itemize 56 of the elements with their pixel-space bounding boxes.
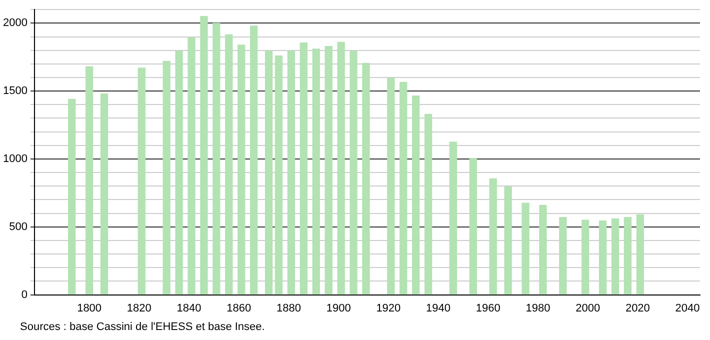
y-tick-label: 1000 [2, 153, 28, 166]
bar [138, 68, 146, 295]
bar [337, 42, 345, 295]
bar [400, 82, 408, 295]
bar [504, 186, 512, 295]
bar [424, 114, 432, 295]
x-tick-label: 1800 [77, 302, 102, 314]
bar [162, 60, 170, 295]
bar [522, 202, 530, 295]
x-tick-label: 1900 [326, 302, 351, 314]
x-tick-label: 1880 [276, 302, 301, 314]
bar [264, 50, 273, 295]
bar [85, 66, 94, 295]
source-note: Sources : base Cassini de l'EHESS et base Insee. [20, 321, 265, 333]
bar [238, 44, 246, 295]
bar [100, 93, 108, 295]
bar [324, 46, 332, 295]
y-tick-label: 2000 [2, 17, 28, 30]
bar [598, 220, 607, 295]
bar [188, 37, 196, 295]
bar [539, 204, 547, 295]
x-tick-label: 1920 [376, 302, 401, 314]
x-tick-label: 2000 [576, 302, 600, 314]
bar [636, 214, 644, 295]
x-tick-label: 1820 [126, 302, 152, 314]
bar [582, 220, 590, 295]
bar [274, 55, 283, 295]
bar [212, 22, 220, 295]
bar [489, 178, 497, 295]
bar [412, 96, 420, 295]
bar [449, 142, 458, 295]
x-tick-label: 1940 [426, 302, 451, 314]
y-tick-label: 500 [9, 220, 28, 233]
bar [68, 98, 76, 295]
x-tick-label: 2020 [625, 302, 650, 314]
bar [200, 16, 208, 295]
x-tick-label: 2040 [675, 302, 700, 314]
bar [362, 62, 370, 295]
bar [300, 42, 308, 295]
bar [287, 50, 296, 295]
y-tick-label: 1500 [2, 85, 28, 98]
bar [175, 50, 183, 295]
bar [611, 218, 620, 295]
bar [624, 217, 632, 295]
x-tick-label: 1960 [476, 302, 500, 314]
y-tick-label: 0 [21, 288, 28, 301]
x-tick-label: 1840 [176, 302, 202, 314]
bar [559, 217, 567, 295]
bar [250, 26, 258, 295]
x-tick-label: 1860 [226, 302, 252, 314]
bar [387, 78, 395, 295]
bar [225, 34, 233, 295]
bar [350, 50, 358, 295]
x-tick-label: 1980 [526, 302, 550, 314]
bar [469, 158, 477, 295]
bar [312, 48, 320, 295]
